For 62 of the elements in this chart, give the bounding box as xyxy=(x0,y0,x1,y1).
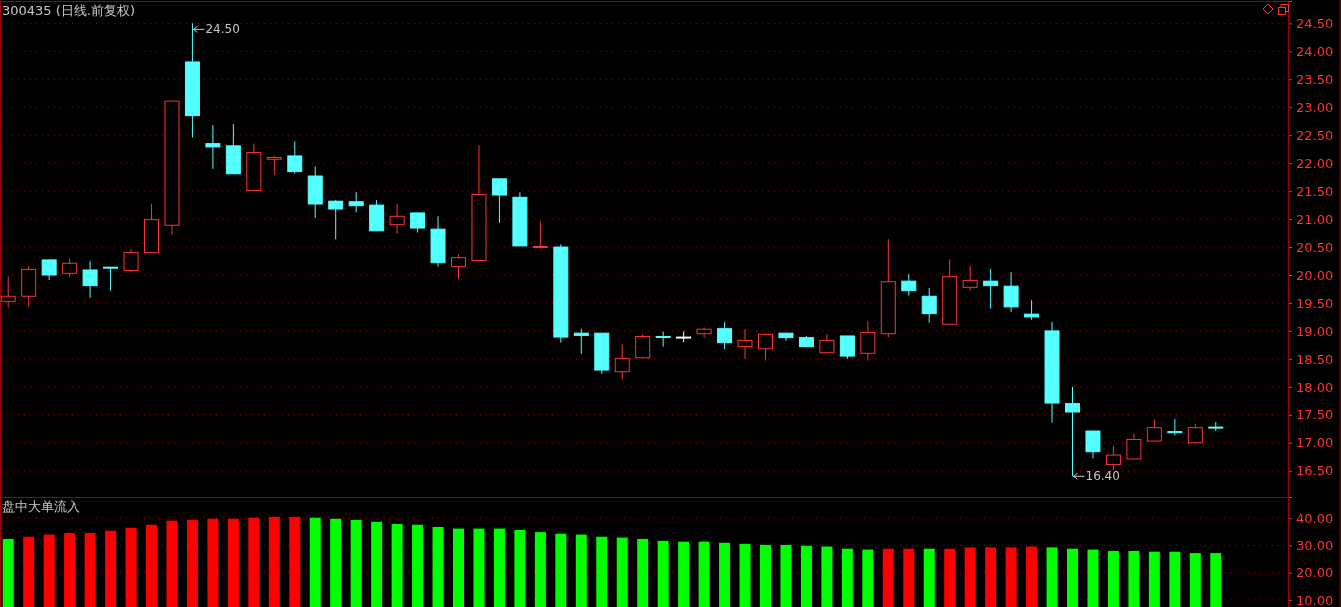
candlestick xyxy=(901,273,917,297)
candlestick xyxy=(410,212,426,233)
y-tick-label: 21.00 xyxy=(1296,211,1334,227)
y-tick-label: 17.50 xyxy=(1296,407,1334,423)
candlestick xyxy=(348,191,364,213)
candlestick xyxy=(737,328,753,360)
y-tick-label: 18.50 xyxy=(1296,351,1334,367)
candlestick xyxy=(1146,418,1162,442)
candlestick xyxy=(82,260,98,299)
candlestick xyxy=(123,248,139,273)
candlestick xyxy=(389,203,405,235)
candlestick xyxy=(451,253,466,280)
candlestick xyxy=(962,265,978,292)
annotation: 24.50 xyxy=(205,22,240,37)
candlestick xyxy=(655,330,671,348)
candlestick xyxy=(287,140,303,175)
y-tick-label: 24.00 xyxy=(1296,43,1334,59)
candlestick xyxy=(839,335,855,360)
candlestick xyxy=(614,343,630,381)
candlestick xyxy=(491,178,507,224)
y-tick-label: 19.00 xyxy=(1296,323,1334,339)
candlestick xyxy=(103,266,119,292)
y-tick-label: 10.00 xyxy=(1296,592,1334,607)
candlestick xyxy=(532,220,548,250)
y-tick-label: 19.50 xyxy=(1296,295,1334,311)
chart-title: 盘中大单流入 xyxy=(2,499,80,514)
candlestick xyxy=(696,327,712,339)
candlestick xyxy=(266,155,282,176)
candlestick xyxy=(1187,423,1203,444)
y-tick-label: 17.00 xyxy=(1296,435,1334,451)
y-tick-label: 23.50 xyxy=(1296,71,1334,87)
candlestick xyxy=(717,321,733,350)
candlestick xyxy=(635,333,651,359)
candlestick xyxy=(328,199,344,240)
y-tick-label: 20.50 xyxy=(1296,239,1334,255)
candlestick xyxy=(1126,432,1142,460)
y-tick-label: 18.00 xyxy=(1296,379,1334,395)
candlestick xyxy=(921,287,937,324)
chart-title: 300435 (日线.前复权) xyxy=(2,3,136,18)
y-tick-label: 20.00 xyxy=(1296,267,1334,283)
candlestick xyxy=(758,333,773,362)
y-tick-label: 22.00 xyxy=(1296,155,1334,171)
candlestick xyxy=(205,124,221,170)
candlestick xyxy=(1085,430,1101,459)
candlestick xyxy=(0,276,16,308)
candlestick xyxy=(1105,445,1121,471)
y-tick-label: 40.00 xyxy=(1296,510,1334,526)
y-tick-label: 20.00 xyxy=(1296,565,1334,581)
y-tick-label: 30.00 xyxy=(1296,538,1334,554)
annotation: 16.40 xyxy=(1085,469,1120,484)
y-tick-label: 23.00 xyxy=(1296,99,1334,115)
candlestick xyxy=(41,259,57,281)
candlestick xyxy=(860,320,876,362)
candlestick xyxy=(1024,299,1040,321)
y-tick-label: 24.50 xyxy=(1296,16,1334,32)
y-tick-label: 22.50 xyxy=(1296,127,1334,143)
candlestick xyxy=(983,268,999,310)
y-tick-label: 16.50 xyxy=(1296,463,1334,479)
y-tick-label: 21.50 xyxy=(1296,183,1334,199)
candlestick xyxy=(573,328,589,355)
candlestick xyxy=(819,333,835,354)
candlestick xyxy=(1003,271,1019,313)
